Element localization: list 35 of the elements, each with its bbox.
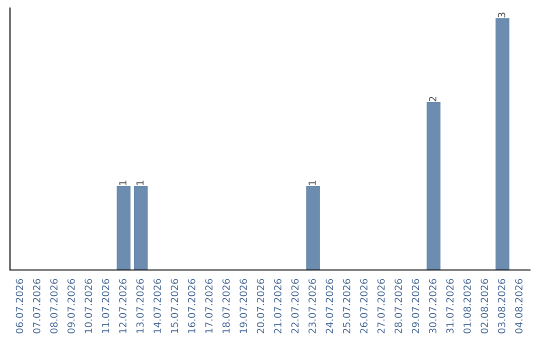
- x-tick-label: 19.07.2026: [240, 278, 247, 333]
- x-tick-label: 18.07.2026: [222, 278, 230, 333]
- x-tick-label: 08.07.2026: [50, 278, 58, 334]
- x-tick-label: 20.07.2026: [256, 278, 264, 334]
- x-tick-label: 14.07.2026: [154, 278, 161, 333]
- x-tick-label: 21.07.2026: [274, 278, 282, 334]
- x-tick-label: 10.07.2026: [84, 278, 92, 333]
- x-tick-label: 06.07.2026: [16, 278, 24, 334]
- data-label: 1: [308, 180, 316, 185]
- x-tick-label: 01.08.2026: [463, 278, 471, 334]
- x-tick-label: 15.07.2026: [170, 278, 178, 333]
- x-tick-label: 12.07.2026: [119, 278, 126, 333]
- x-tick-label: 02.08.2026: [480, 278, 488, 334]
- x-tick-label: 27.07.2026: [377, 278, 385, 334]
- x-tick-label: 13.07.2026: [136, 278, 144, 333]
- x-tick-label: 07.07.2026: [33, 278, 40, 334]
- x-tick-label: 28.07.2026: [394, 278, 402, 334]
- x-tick-label: 31.07.2026: [446, 278, 454, 334]
- x-tick-label: 30.07.2026: [429, 278, 436, 334]
- x-tick-label: 23.07.2026: [308, 278, 316, 334]
- data-label: 3: [498, 12, 506, 18]
- x-tick-label: 11.07.2026: [102, 278, 110, 333]
- x-tick-label: 17.07.2026: [205, 278, 213, 333]
- x-tick-label: 26.07.2026: [360, 278, 368, 334]
- data-label: 1: [136, 180, 144, 185]
- x-tick-label: 16.07.2026: [188, 278, 196, 333]
- data-label: 1: [119, 180, 126, 185]
- x-tick-label: 09.07.2026: [67, 278, 75, 334]
- x-tick-label: 29.07.2026: [412, 278, 420, 334]
- x-tick-label: 24.07.2026: [326, 278, 334, 334]
- x-tick-label: 04.08.2026: [515, 278, 522, 334]
- x-tick-label: 25.07.2026: [342, 278, 350, 334]
- data-label: 2: [429, 96, 436, 102]
- x-tick-label: 03.08.2026: [498, 278, 506, 334]
- x-tick-label: 22.07.2026: [291, 278, 299, 334]
